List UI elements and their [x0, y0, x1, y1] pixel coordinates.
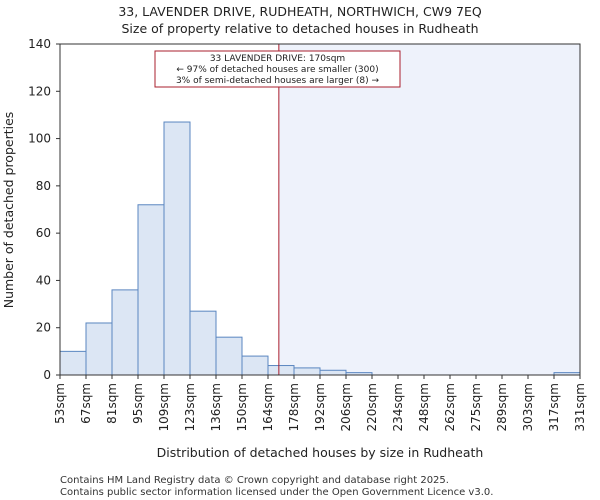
y-tick-label-60: 60	[36, 226, 51, 240]
x-tick-label-331sqm: 331sqm	[573, 383, 587, 431]
x-tick-label-317sqm: 317sqm	[547, 383, 561, 431]
bar-81sqm	[111, 289, 139, 376]
y-tick-label-20: 20	[36, 321, 51, 335]
bar-53sqm	[59, 350, 87, 376]
bar-150sqm	[241, 355, 269, 376]
x-tick-label-289sqm: 289sqm	[495, 383, 509, 431]
y-tick-label-0: 0	[43, 368, 51, 382]
x-tick-label-178sqm: 178sqm	[287, 383, 301, 431]
x-tick-label-109sqm: 109sqm	[157, 383, 171, 431]
x-tick-label-234sqm: 234sqm	[391, 383, 405, 431]
y-tick-label-100: 100	[28, 132, 51, 146]
bar-109sqm	[163, 121, 191, 376]
bar-95sqm	[137, 204, 165, 376]
x-axis-label: Distribution of detached houses by size …	[157, 445, 484, 460]
plot-area: 0 20 40 60 80 100 120 140 53sqm 67sqm 81sqm 95sqm 10…	[28, 37, 587, 431]
x-tick-label-220sqm: 220sqm	[365, 383, 379, 431]
y-tick-label-80: 80	[36, 179, 51, 193]
x-tick-label-248sqm: 248sqm	[417, 383, 431, 431]
annotation-line-1: 33 LAVENDER DRIVE: 170sqm	[210, 54, 345, 64]
x-tick-label-303sqm: 303sqm	[521, 383, 535, 431]
chart-subtitle: Size of property relative to detached ho…	[122, 21, 479, 36]
x-tick-label-192sqm: 192sqm	[313, 383, 327, 431]
bar-136sqm	[215, 336, 243, 376]
annotation-box	[154, 50, 401, 88]
highlight-region	[278, 44, 580, 375]
x-tick-label-164sqm: 164sqm	[261, 383, 275, 431]
bar-178sqm	[293, 367, 321, 376]
footer-line-2: Contains public sector information licen…	[60, 487, 493, 498]
bar-123sqm	[189, 310, 217, 376]
x-tick-label-123sqm: 123sqm	[183, 383, 197, 431]
annotation-line-3: 3% of semi-detached houses are larger (8…	[176, 76, 380, 86]
y-tick-label-140: 140	[28, 37, 51, 51]
x-tick-label-81sqm: 81sqm	[105, 383, 119, 424]
x-tick-label-262sqm: 262sqm	[443, 383, 457, 431]
chart-title: 33, LAVENDER DRIVE, RUDHEATH, NORTHWICH,…	[118, 4, 482, 19]
x-tick-label-206sqm: 206sqm	[339, 383, 353, 431]
x-tick-label-136sqm: 136sqm	[209, 383, 223, 431]
y-tick-label-40: 40	[36, 273, 51, 287]
bar-67sqm	[85, 322, 113, 376]
x-tick-label-67sqm: 67sqm	[79, 383, 93, 424]
y-axis-label: Number of detached properties	[1, 112, 16, 309]
y-tick-label-120: 120	[28, 84, 51, 98]
x-tick-label-275sqm: 275sqm	[469, 383, 483, 431]
annotation-line-2: ← 97% of detached houses are smaller (30…	[176, 65, 378, 75]
bar-192sqm	[319, 369, 347, 376]
x-tick-label-150sqm: 150sqm	[235, 383, 249, 431]
footer-line-1: Contains HM Land Registry data © Crown c…	[60, 475, 449, 486]
bar-164sqm	[267, 365, 295, 376]
x-tick-label-53sqm: 53sqm	[53, 383, 67, 424]
x-tick-label-95sqm: 95sqm	[131, 383, 145, 424]
